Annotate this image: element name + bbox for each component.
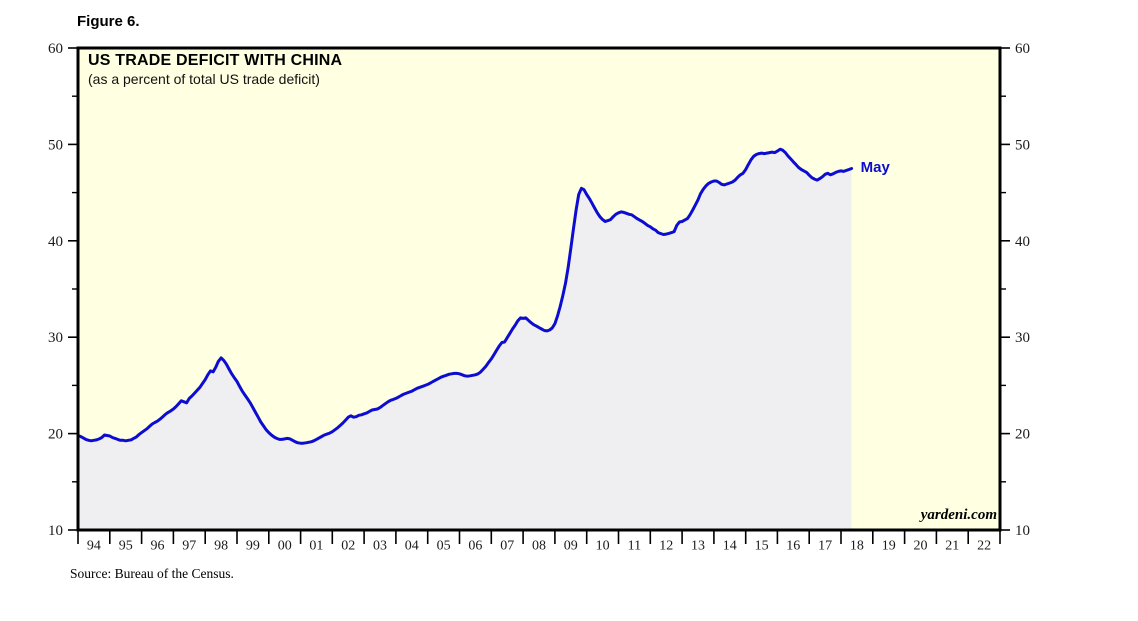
figure-label: Figure 6. bbox=[77, 13, 140, 30]
x-axis-year-label: 08 bbox=[532, 539, 546, 554]
x-axis-year-label: 20 bbox=[914, 539, 928, 554]
x-axis-year-label: 17 bbox=[818, 539, 832, 554]
y-axis-label-right: 10 bbox=[1015, 523, 1030, 539]
x-axis-year-label: 15 bbox=[755, 539, 769, 554]
x-axis-year-label: 02 bbox=[341, 539, 355, 554]
source-note: Source: Bureau of the Census. bbox=[70, 566, 234, 581]
x-axis-year-label: 99 bbox=[246, 539, 260, 554]
x-axis-year-label: 00 bbox=[278, 539, 292, 554]
y-axis-label-right: 30 bbox=[1015, 330, 1030, 346]
x-axis-year-label: 03 bbox=[373, 539, 387, 554]
x-axis-year-label: 01 bbox=[309, 539, 323, 554]
y-axis-label-right: 50 bbox=[1015, 137, 1030, 153]
series-area-fill bbox=[78, 149, 852, 530]
chart-subtitle: (as a percent of total US trade deficit) bbox=[88, 71, 320, 87]
x-axis-year-label: 19 bbox=[882, 539, 896, 554]
x-axis-year-label: 94 bbox=[87, 539, 101, 554]
x-axis-year-label: 09 bbox=[564, 539, 578, 554]
y-axis-label-left: 10 bbox=[48, 523, 63, 539]
y-axis-label-left: 60 bbox=[48, 41, 63, 57]
x-axis-year-label: 98 bbox=[214, 539, 228, 554]
y-axis-label-left: 20 bbox=[48, 427, 63, 443]
x-axis-year-label: 06 bbox=[468, 539, 482, 554]
watermark: yardeni.com bbox=[920, 507, 997, 523]
x-axis-year-label: 22 bbox=[977, 539, 991, 554]
y-axis-label-right: 60 bbox=[1015, 41, 1030, 57]
x-axis-year-label: 16 bbox=[786, 539, 800, 554]
x-axis-year-label: 96 bbox=[151, 539, 165, 554]
series-line bbox=[76, 147, 854, 445]
x-axis-year-label: 04 bbox=[405, 539, 419, 554]
x-axis-year-label: 07 bbox=[500, 539, 514, 554]
x-axis-year-label: 21 bbox=[945, 539, 959, 554]
plot-border bbox=[76, 46, 1002, 532]
x-axis-year-label: 14 bbox=[723, 539, 737, 554]
y-axis-label-left: 30 bbox=[48, 330, 63, 346]
x-axis-year-label: 95 bbox=[119, 539, 133, 554]
x-axis-year-label: 97 bbox=[182, 539, 196, 554]
x-axis-year-label: 11 bbox=[628, 539, 641, 554]
x-axis-year-label: 10 bbox=[596, 539, 610, 554]
x-axis-year-label: 18 bbox=[850, 539, 864, 554]
y-axis-label-right: 40 bbox=[1015, 234, 1030, 250]
y-axis-label-right: 20 bbox=[1015, 427, 1030, 443]
y-axis-label-left: 50 bbox=[48, 137, 63, 153]
x-axis-year-label: 12 bbox=[659, 539, 673, 554]
x-axis-year-label: 05 bbox=[437, 539, 451, 554]
last-point-label: May bbox=[860, 158, 890, 176]
chart-title: US TRADE DEFICIT WITH CHINA bbox=[88, 52, 343, 69]
y-axis-label-left: 40 bbox=[48, 234, 63, 250]
x-axis-year-label: 13 bbox=[691, 539, 705, 554]
